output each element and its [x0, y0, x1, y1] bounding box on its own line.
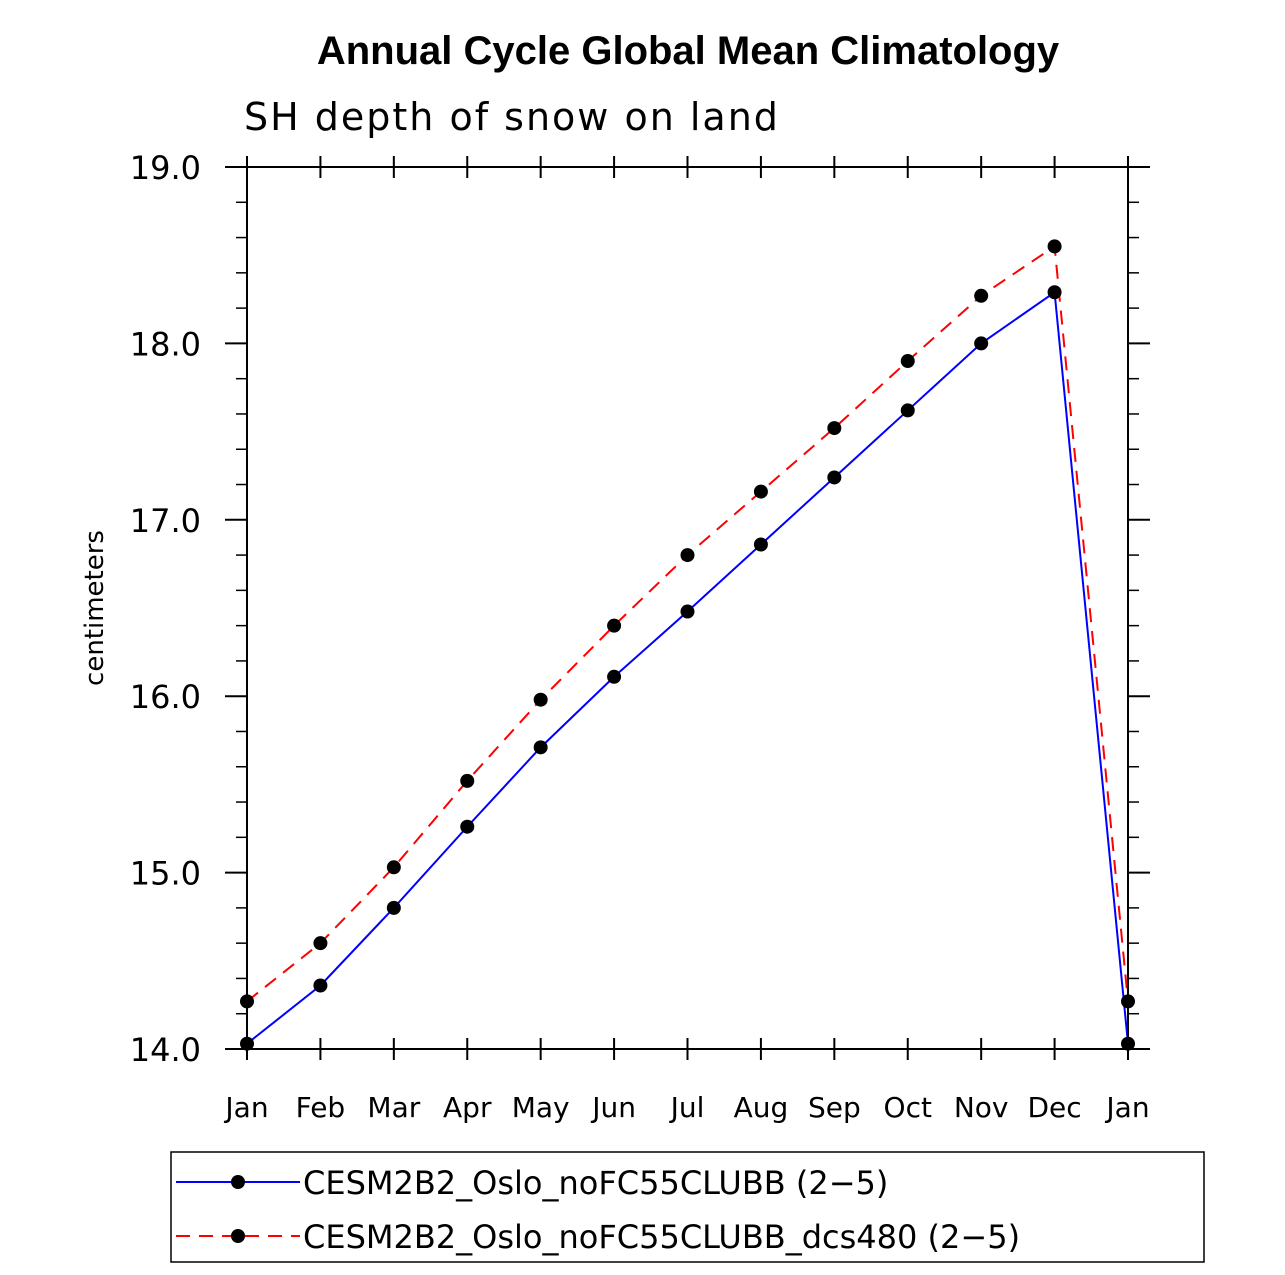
x-tick-label: Jan [223, 1091, 268, 1124]
x-tick-label: May [512, 1091, 570, 1124]
x-tick-label: Jan [1104, 1091, 1149, 1124]
x-tick-label: Nov [954, 1091, 1009, 1124]
chart-title: Annual Cycle Global Mean Climatology [317, 29, 1060, 73]
x-tick-label: Jun [590, 1091, 636, 1124]
legend-box [170, 1151, 1205, 1263]
x-tick-label: Feb [296, 1091, 346, 1124]
data-point-series-0 [1047, 285, 1062, 300]
x-tick-label: Dec [1027, 1091, 1081, 1124]
chart-subtitle: SH depth of snow on land [244, 95, 780, 139]
x-tick-label: Jul [669, 1091, 705, 1124]
x-tick-labels: Jan Feb Mar Apr May Jun Jul Aug Sep Oct Nov Dec Jan [223, 1091, 1149, 1124]
data-point-series-1 [533, 692, 548, 707]
y-tick-label: 16.0 [130, 678, 201, 716]
x-tick-label: Oct [884, 1091, 932, 1124]
data-point-series-0 [753, 537, 768, 552]
y-tick-label: 17.0 [130, 502, 201, 540]
legend: CESM2B2_Oslo_noFC55CLUBB (2−5) CESM2B2_O… [170, 1151, 1205, 1263]
data-point-series-0 [900, 403, 915, 418]
data-point-series-0 [974, 336, 989, 351]
legend-marker-0 [231, 1175, 245, 1189]
data-point-series-0 [313, 978, 328, 993]
data-point-series-1 [900, 354, 915, 369]
y-tick-label: 18.0 [130, 325, 201, 363]
y-axis-label: centimeters [80, 530, 110, 686]
y-tick-label: 14.0 [130, 1031, 201, 1069]
data-point-series-1 [386, 860, 401, 875]
x-tick-label: Sep [808, 1091, 861, 1124]
x-tick-label: Apr [443, 1091, 492, 1124]
series-lines [246, 244, 1129, 1045]
data-point-series-1 [460, 773, 475, 788]
data-point-series-0 [680, 604, 695, 619]
data-point-series-1 [974, 288, 989, 303]
data-point-series-1 [753, 484, 768, 499]
data-point-series-0 [533, 740, 548, 755]
data-point-series-1 [827, 421, 842, 436]
y-tick-label: 15.0 [130, 855, 201, 893]
legend-marker-1 [231, 1229, 245, 1243]
x-tick-label: Aug [734, 1091, 789, 1124]
data-point-series-0 [827, 470, 842, 485]
series-markers [240, 239, 1135, 1051]
plot-frame [246, 166, 1129, 1050]
y-tick-label: 19.0 [130, 149, 201, 187]
legend-label-0: CESM2B2_Oslo_noFC55CLUBB (2−5) [303, 1164, 888, 1202]
series-line-1 [246, 244, 1129, 1003]
data-point-series-1 [313, 936, 328, 951]
data-point-series-1 [1047, 239, 1062, 254]
series-line-0 [246, 290, 1129, 1045]
data-point-series-0 [607, 669, 622, 684]
data-point-series-0 [460, 819, 475, 834]
legend-label-1: CESM2B2_Oslo_noFC55CLUBB_dcs480 (2−5) [303, 1218, 1020, 1256]
data-point-series-0 [386, 900, 401, 915]
x-tick-label: Mar [367, 1091, 420, 1124]
y-tick-labels: 14.0 15.0 16.0 17.0 18.0 19.0 [130, 149, 201, 1069]
data-point-series-1 [607, 618, 622, 633]
data-point-series-1 [680, 548, 695, 563]
